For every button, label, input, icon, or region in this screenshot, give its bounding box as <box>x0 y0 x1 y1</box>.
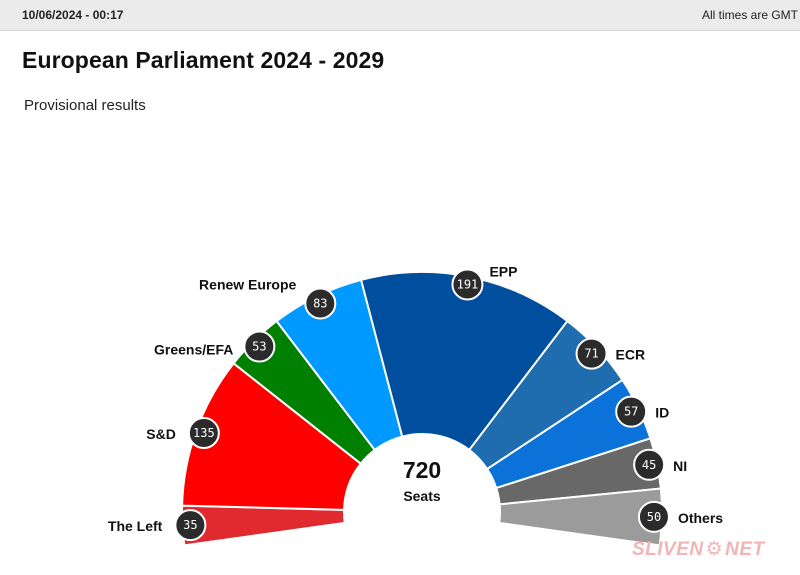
seat-badge-circle <box>243 330 276 363</box>
page-title: European Parliament 2024 - 2029 <box>22 47 385 73</box>
watermark-logo: SLIVEN ⚙ NET <box>632 538 765 561</box>
seat-badge-circle <box>451 268 484 301</box>
party-label-sandd: S&D <box>146 426 176 442</box>
party-labels: The Left S&D Greens/EFA Renew Europe EPP ECR I… <box>108 263 723 534</box>
seat-badge-ecr: 71 <box>575 337 608 370</box>
total-seats-label: Seats <box>403 488 441 504</box>
arc-sandd <box>181 361 363 511</box>
seat-badge-epp: 191 <box>451 268 484 301</box>
total-seats-value: 720 <box>403 457 441 483</box>
party-label-others: Others <box>678 510 723 526</box>
party-label-ni: NI <box>673 458 687 474</box>
seat-badge-renew-europe: 83 <box>304 287 337 320</box>
seat-badge-sandd: 135 <box>187 417 220 450</box>
watermark-left: SLIVEN <box>632 539 704 560</box>
party-label-the-left: The Left <box>108 518 163 534</box>
seat-count-id: 57 <box>624 405 638 419</box>
watermark-right: NET <box>725 539 765 560</box>
seat-count-sandd: 135 <box>193 426 215 440</box>
party-label-ecr: ECR <box>616 347 646 363</box>
top-bar: 10/06/2024 - 00:17 All times are GMT <box>0 0 800 31</box>
seat-badge-circle <box>174 509 207 542</box>
seat-count-ecr: 71 <box>584 347 598 361</box>
seat-count-greens-efa: 53 <box>252 340 266 354</box>
seat-badge-circle <box>637 500 670 533</box>
seat-badge-the-left: 35 <box>174 509 207 542</box>
seat-badge-circle <box>304 287 337 320</box>
seat-count-ni: 45 <box>642 458 656 472</box>
party-label-epp: EPP <box>489 263 517 279</box>
seat-badge-greens-efa: 53 <box>243 330 276 363</box>
gear-icon: ⚙ <box>705 539 724 560</box>
seat-count-epp: 191 <box>457 277 479 291</box>
seat-count-renew-europe: 83 <box>313 296 327 310</box>
seat-arcs <box>181 271 663 547</box>
seat-badge-circle <box>187 417 220 450</box>
seat-badges: 35 135 53 83 191 71 57 45 50 <box>174 268 670 542</box>
party-label-id: ID <box>655 405 669 421</box>
page-subtitle: Provisional results <box>24 97 146 114</box>
timestamp: 10/06/2024 - 00:17 <box>22 8 124 22</box>
timezone-note: All times are GMT <box>701 8 798 22</box>
seat-badge-ni: 45 <box>633 448 666 481</box>
seat-badge-circle <box>575 337 608 370</box>
seat-badge-circle <box>615 395 648 428</box>
seat-badge-id: 57 <box>615 395 648 428</box>
seat-count-others: 50 <box>647 510 661 524</box>
arc-the-left <box>181 504 346 547</box>
seat-badge-circle <box>633 448 666 481</box>
seat-count-the-left: 35 <box>183 518 197 532</box>
party-label-greens-efa: Greens/EFA <box>154 342 233 358</box>
party-label-renew-europe: Renew Europe <box>199 276 296 292</box>
seat-badge-others: 50 <box>637 500 670 533</box>
arc-epp <box>359 271 569 452</box>
